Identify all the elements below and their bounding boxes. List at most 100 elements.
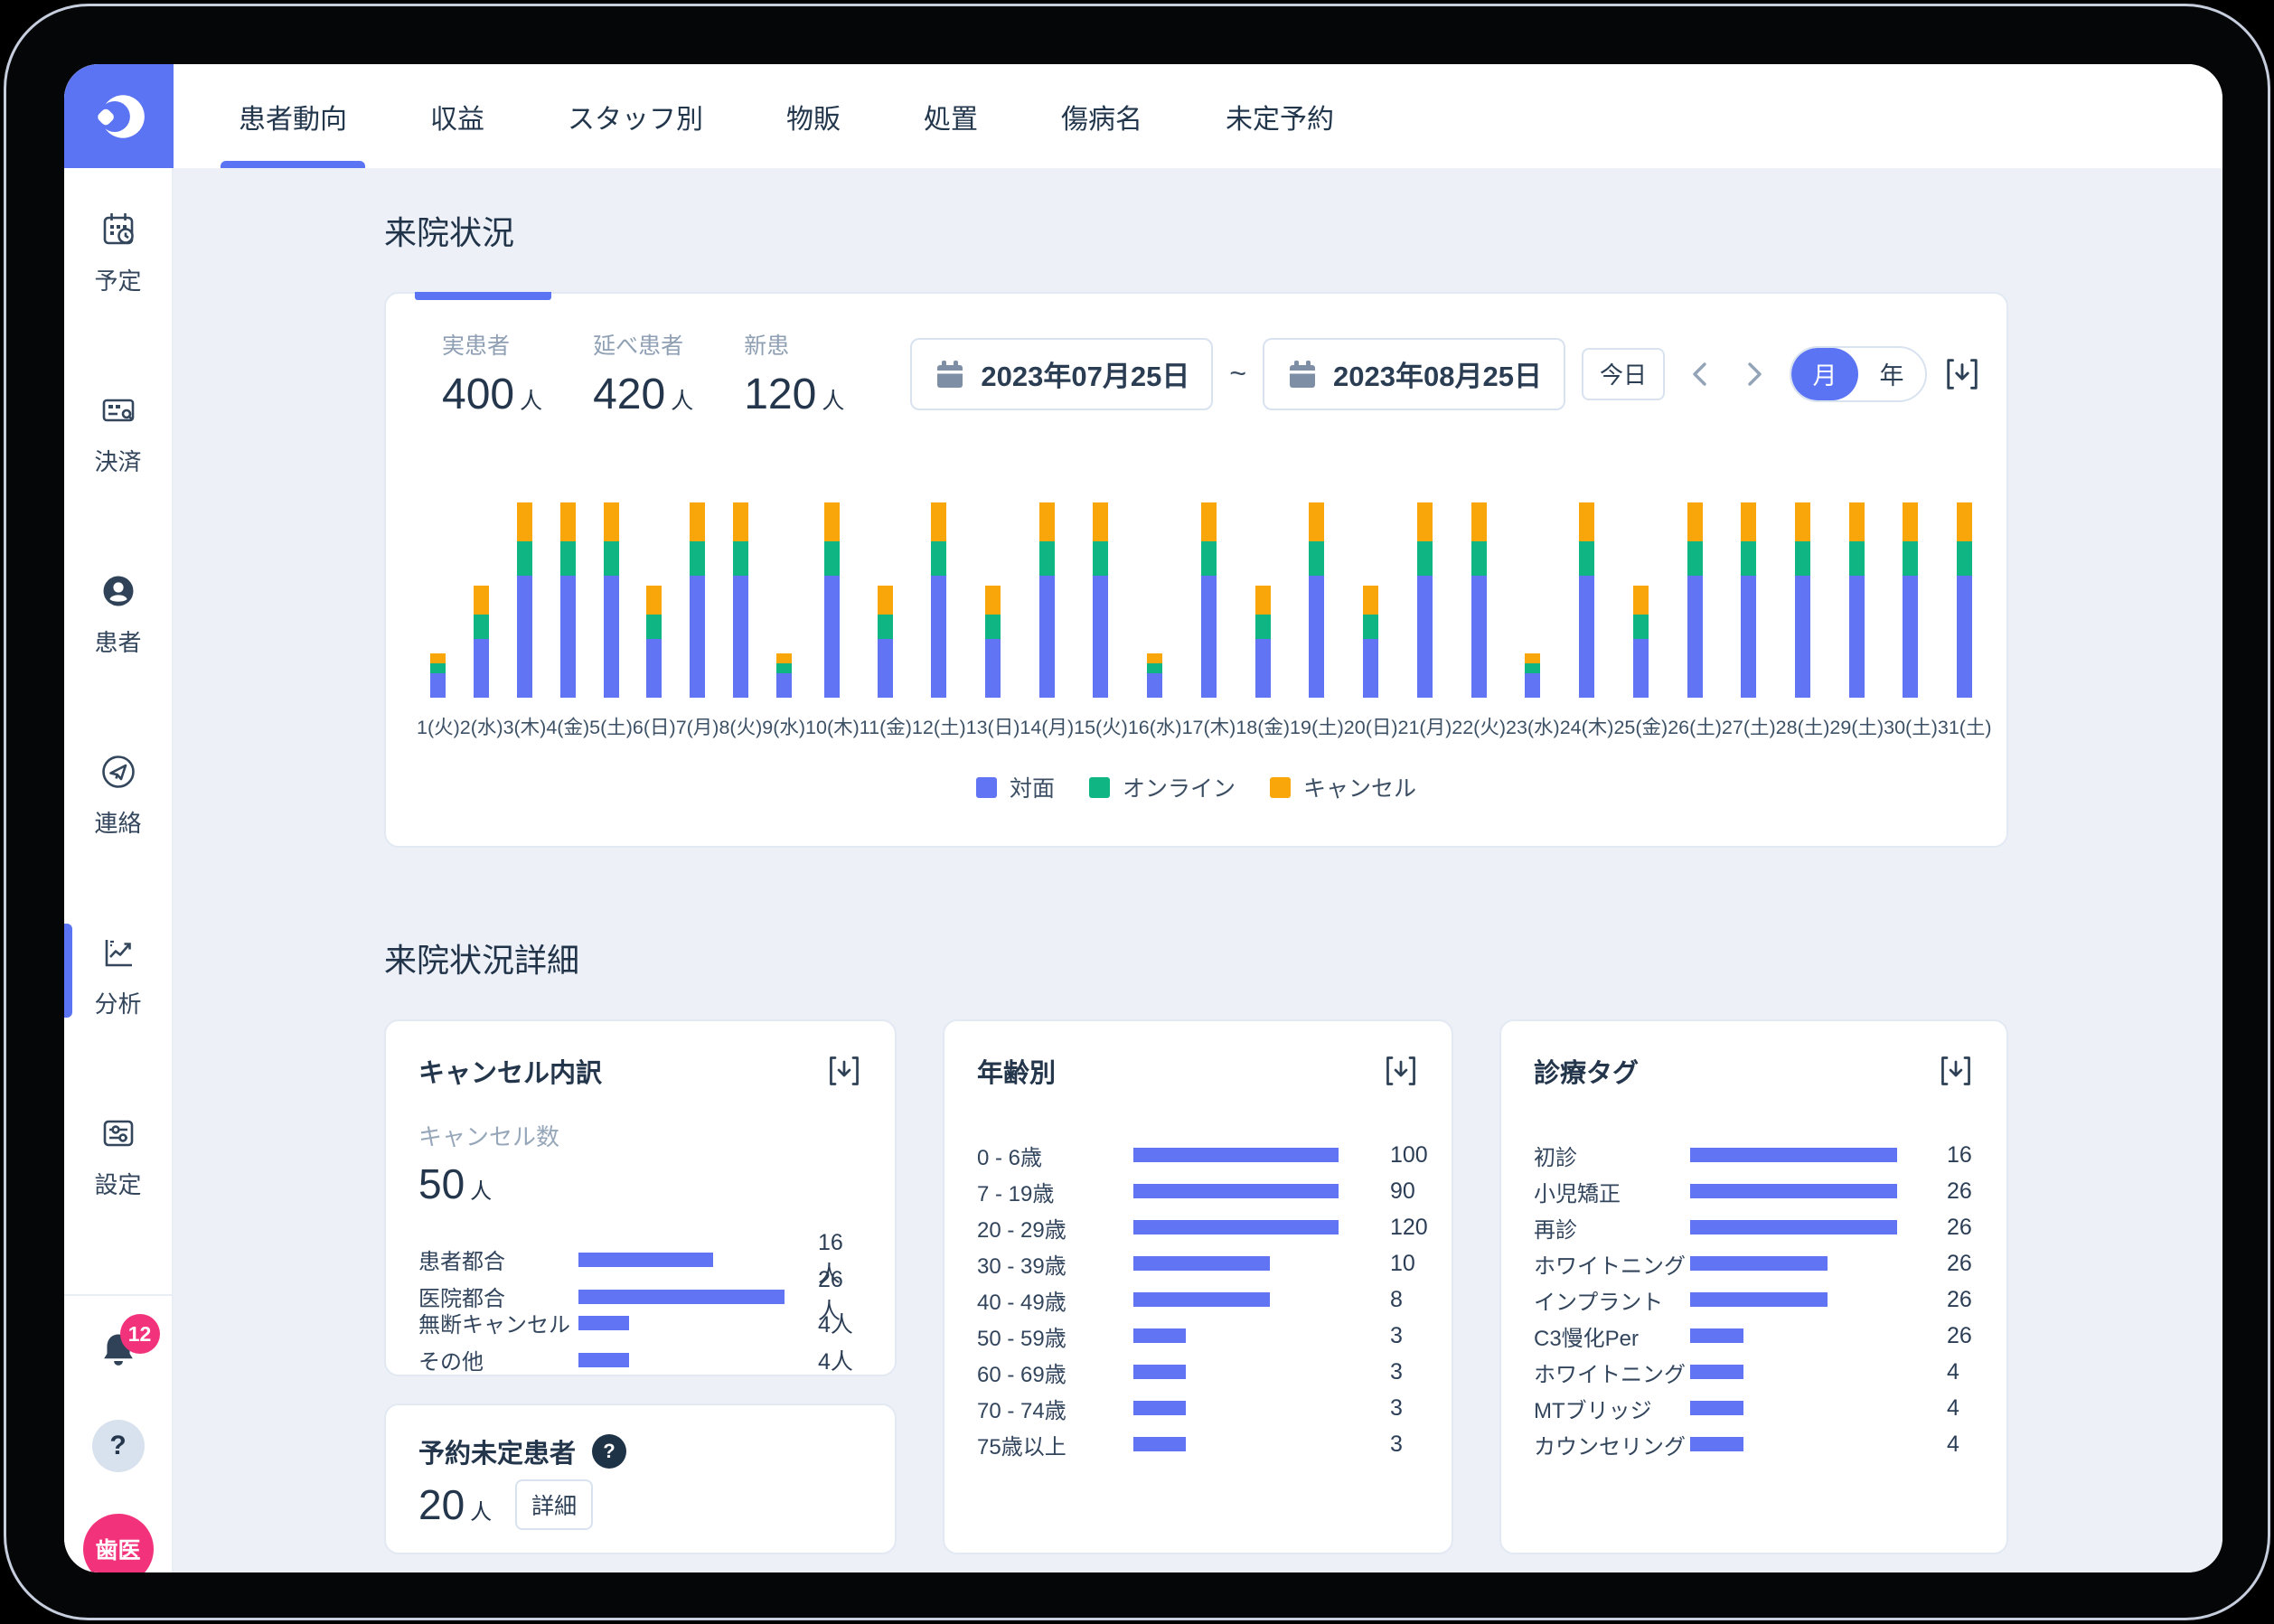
row-label: 7 - 19歳 — [977, 1181, 1055, 1206]
age-download-button[interactable] — [1383, 1053, 1419, 1089]
chart-bar-day-21[interactable] — [1416, 499, 1433, 698]
tab-by-staff[interactable]: スタッフ別 — [568, 104, 703, 135]
row-label: 小児矯正 — [1534, 1181, 1621, 1206]
chart-bar-day-19[interactable] — [1309, 499, 1325, 698]
chart-bar-day-16[interactable] — [1147, 499, 1163, 698]
chart-bar-day-8[interactable] — [732, 499, 748, 698]
stat-unit: 人 — [671, 389, 694, 414]
send-icon — [99, 752, 138, 798]
treatment_tags-row: 小児矯正 26 — [1534, 1173, 1974, 1209]
x-axis-label: 25(金) — [1613, 717, 1668, 738]
chart-bar-day-27[interactable] — [1741, 499, 1757, 698]
bar-segment-キャンセル — [603, 502, 619, 542]
chart-bar-day-31[interactable] — [1957, 499, 1973, 698]
sidebar-item-analytics[interactable]: 分析 — [64, 924, 172, 1018]
bar-segment-対面 — [1741, 576, 1757, 698]
chart-bar-day-30[interactable] — [1903, 499, 1919, 698]
x-axis-label: 18(金) — [1236, 717, 1291, 738]
chart-bar-day-1[interactable] — [430, 499, 446, 698]
row-bar-track — [1690, 1401, 1947, 1415]
tab-revenue[interactable]: 収益 — [430, 104, 484, 135]
chart-bar-day-4[interactable] — [559, 499, 576, 698]
stat-unit: 人 — [520, 389, 543, 414]
chart-bar-day-22[interactable] — [1471, 499, 1487, 698]
chart-bar-day-3[interactable] — [516, 499, 532, 698]
row-label: 0 - 6歳 — [977, 1145, 1043, 1170]
cancel-download-button[interactable] — [826, 1053, 862, 1089]
chart-bar-day-15[interactable] — [1093, 499, 1109, 698]
treatment_tags-row: 再診 26 — [1534, 1209, 1974, 1245]
tab-pending-reservation[interactable]: 未定予約 — [1226, 104, 1334, 135]
chart-bar-day-29[interactable] — [1848, 499, 1865, 698]
download-icon — [1386, 1056, 1415, 1085]
sidebar-item-patients[interactable]: 患者 — [64, 571, 172, 656]
bar-segment-オンライン — [775, 663, 792, 673]
chart-legend: 対面 オンライン キャンセル — [386, 771, 2006, 803]
date-from-input[interactable]: 2023年07月25日 — [910, 337, 1214, 410]
chart-bar-day-11[interactable] — [878, 499, 894, 698]
chart-bar-day-13[interactable] — [985, 499, 1001, 698]
bar-segment-キャンセル — [1416, 502, 1433, 542]
date-range-separator: ~ — [1229, 357, 1247, 390]
sidebar-item-payments[interactable]: 決済 — [64, 390, 172, 475]
chart-bar-day-23[interactable] — [1525, 499, 1541, 698]
sidebar-item-settings[interactable]: 設定 — [64, 1113, 172, 1198]
tab-goods[interactable]: 物販 — [786, 104, 841, 135]
sidebar-item-label: 分析 — [94, 990, 142, 1018]
tab-treatment[interactable]: 処置 — [924, 104, 978, 135]
chart-bar-day-5[interactable] — [603, 499, 619, 698]
pending-help-icon[interactable]: ? — [592, 1434, 627, 1469]
app-logo[interactable] — [64, 64, 174, 168]
chart-bar-day-7[interactable] — [690, 499, 706, 698]
next-period-button[interactable] — [1735, 359, 1773, 390]
tab-disease-name[interactable]: 傷病名 — [1061, 104, 1142, 135]
top-nav: 患者動向 収益 スタッフ別 物販 処置 傷病名 未定予約 — [174, 64, 1334, 168]
bar-segment-キャンセル — [985, 585, 1001, 615]
chart-bar-day-2[interactable] — [474, 499, 490, 698]
sidebar-item-schedule[interactable]: 予定 — [64, 210, 172, 295]
row-label: 40 - 49歳 — [977, 1290, 1067, 1315]
bar-segment-オンライン — [1254, 615, 1271, 640]
chart-bar-day-14[interactable] — [1038, 499, 1055, 698]
date-to-input[interactable]: 2023年08月25日 — [1263, 337, 1565, 410]
chart-bar-day-12[interactable] — [931, 499, 947, 698]
chart-day-16: 16(水) — [1128, 499, 1182, 740]
pending-detail-button[interactable]: 詳細 — [515, 1479, 594, 1530]
chart-bar-day-28[interactable] — [1795, 499, 1811, 698]
chart-day-9: 9(水) — [762, 499, 805, 740]
chart-day-10: 10(木) — [805, 499, 860, 740]
chart-bar-day-10[interactable] — [824, 499, 841, 698]
bar-segment-オンライン — [1471, 541, 1487, 576]
chart-bar-day-25[interactable] — [1632, 499, 1649, 698]
chart-bar-day-20[interactable] — [1363, 499, 1379, 698]
help-button[interactable]: ? — [91, 1420, 145, 1472]
chart-bar-day-18[interactable] — [1254, 499, 1271, 698]
row-label: カウンセリング — [1534, 1434, 1686, 1460]
bar-segment-オンライン — [1687, 541, 1703, 576]
bar-segment-オンライン — [1093, 541, 1109, 576]
row-label: 20 - 29歳 — [977, 1217, 1067, 1243]
today-button[interactable]: 今日 — [1581, 347, 1665, 400]
notifications-button[interactable]: 12 — [97, 1314, 160, 1376]
stat-label: 新患 — [744, 333, 790, 359]
prev-period-button[interactable] — [1681, 359, 1719, 390]
chart-bar-day-17[interactable] — [1200, 499, 1217, 698]
sidebar-item-contact[interactable]: 連絡 — [64, 752, 172, 837]
x-axis-label: 31(土) — [1937, 717, 1992, 738]
tab-patient-trends[interactable]: 患者動向 — [221, 64, 365, 168]
chart-bar-day-26[interactable] — [1687, 499, 1703, 698]
tags-download-button[interactable] — [1938, 1053, 1974, 1089]
x-axis-label: 14(月) — [1020, 717, 1075, 738]
period-segment-year[interactable]: 年 — [1879, 362, 1904, 390]
avatar[interactable]: 歯医 — [82, 1514, 154, 1572]
pending-patients-card: 予約未定患者 ? 20 人 詳細 — [384, 1403, 897, 1554]
x-axis-label: 5(土) — [589, 717, 633, 738]
sidebar-bottom: 12? 歯医 — [64, 1294, 172, 1572]
chart-bar-day-24[interactable] — [1579, 499, 1595, 698]
chart-bar-day-6[interactable] — [646, 499, 662, 698]
period-segment-month[interactable]: 月 — [1791, 347, 1858, 400]
chart-bar-day-9[interactable] — [775, 499, 792, 698]
chart-download-button[interactable] — [1943, 355, 1981, 393]
bar-segment-オンライン — [1903, 541, 1919, 576]
row-label: 50 - 59歳 — [977, 1326, 1067, 1351]
